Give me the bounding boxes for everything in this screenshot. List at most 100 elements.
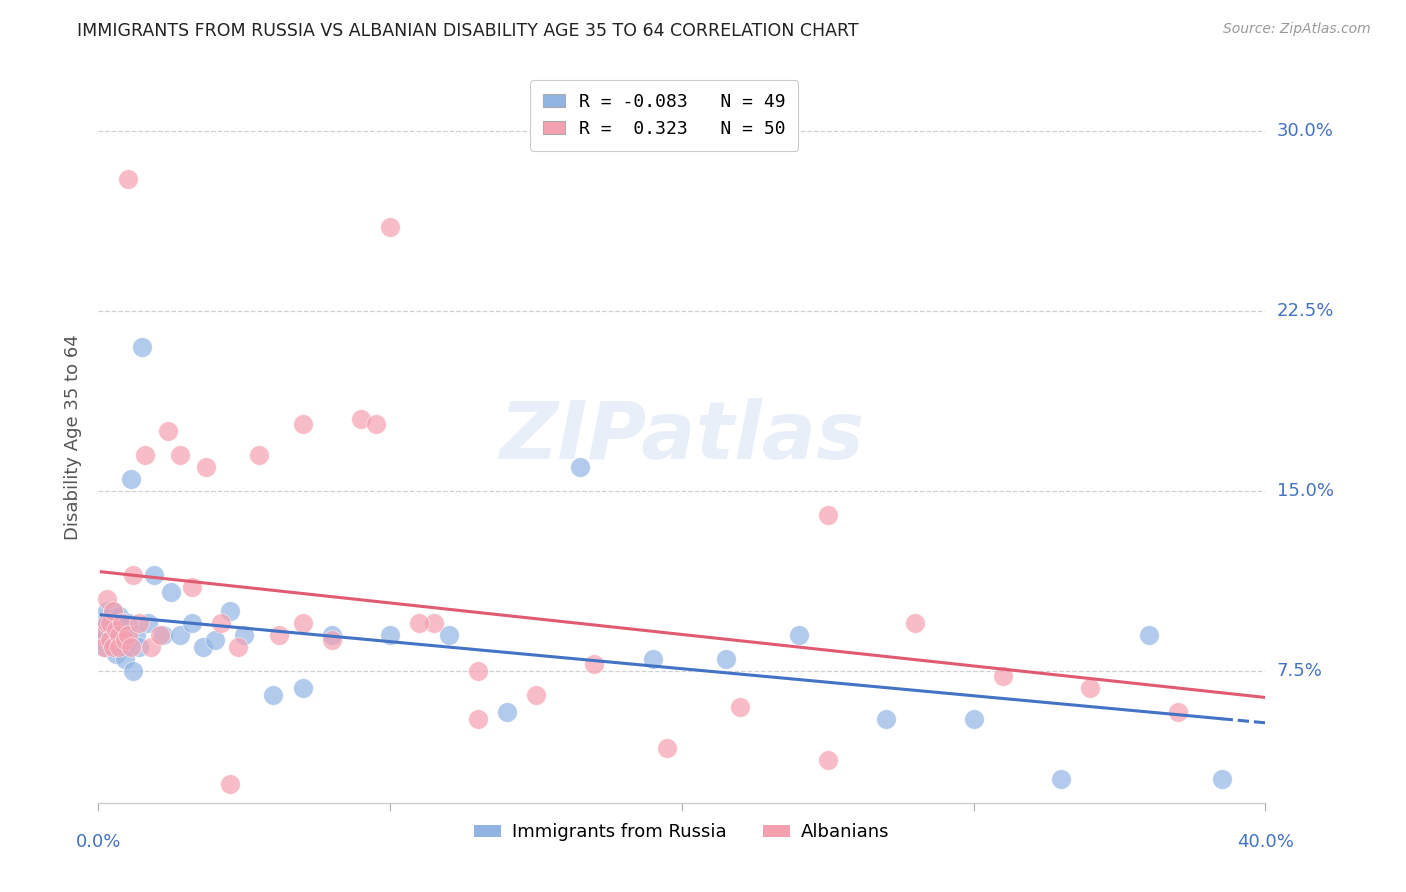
Point xyxy=(169,628,191,642)
Point xyxy=(524,688,547,702)
Point xyxy=(93,615,115,630)
Point xyxy=(136,615,159,630)
Point xyxy=(117,172,139,186)
Point xyxy=(730,699,752,714)
Point xyxy=(291,615,314,630)
Point xyxy=(157,424,180,438)
Text: 7.5%: 7.5% xyxy=(1277,662,1323,680)
Point xyxy=(875,712,897,726)
Point xyxy=(1137,628,1160,642)
Point xyxy=(114,652,136,666)
Point xyxy=(169,448,191,462)
Text: 15.0%: 15.0% xyxy=(1277,482,1333,500)
Point xyxy=(195,460,218,475)
Point xyxy=(152,628,174,642)
Point xyxy=(120,472,142,486)
Point xyxy=(108,632,131,647)
Point xyxy=(218,604,240,618)
Point xyxy=(380,220,402,235)
Text: 30.0%: 30.0% xyxy=(1277,122,1333,140)
Legend: Immigrants from Russia, Albanians: Immigrants from Russia, Albanians xyxy=(467,816,897,848)
Point xyxy=(104,647,127,661)
Point xyxy=(111,615,134,630)
Point xyxy=(364,417,387,431)
Point xyxy=(262,688,284,702)
Point xyxy=(160,584,183,599)
Point xyxy=(90,628,112,642)
Point xyxy=(962,712,984,726)
Point xyxy=(93,640,115,654)
Text: 0.0%: 0.0% xyxy=(76,833,121,851)
Point xyxy=(657,740,679,755)
Point xyxy=(991,669,1014,683)
Text: 22.5%: 22.5% xyxy=(1277,302,1334,320)
Point xyxy=(149,628,172,642)
Point xyxy=(904,615,927,630)
Point xyxy=(321,632,343,647)
Point xyxy=(128,615,150,630)
Point xyxy=(817,508,839,522)
Point xyxy=(1050,772,1073,786)
Point xyxy=(641,652,664,666)
Point xyxy=(380,628,402,642)
Point xyxy=(96,628,118,642)
Point xyxy=(108,628,131,642)
Point xyxy=(114,640,136,654)
Point xyxy=(104,623,127,637)
Point xyxy=(291,417,314,431)
Point xyxy=(209,615,232,630)
Point xyxy=(134,448,156,462)
Point xyxy=(98,632,121,647)
Point xyxy=(787,628,810,642)
Point xyxy=(104,615,127,630)
Point xyxy=(233,628,256,642)
Point xyxy=(423,615,446,630)
Point xyxy=(350,412,373,426)
Point xyxy=(291,681,314,695)
Point xyxy=(96,615,118,630)
Point xyxy=(193,640,215,654)
Point xyxy=(111,615,134,630)
Point xyxy=(128,640,150,654)
Text: IMMIGRANTS FROM RUSSIA VS ALBANIAN DISABILITY AGE 35 TO 64 CORRELATION CHART: IMMIGRANTS FROM RUSSIA VS ALBANIAN DISAB… xyxy=(77,22,859,40)
Point xyxy=(98,632,121,647)
Point xyxy=(101,640,124,654)
Point xyxy=(131,340,153,354)
Point xyxy=(108,608,131,623)
Point xyxy=(1211,772,1233,786)
Point xyxy=(1080,681,1102,695)
Point xyxy=(204,632,226,647)
Y-axis label: Disability Age 35 to 64: Disability Age 35 to 64 xyxy=(63,334,82,540)
Point xyxy=(98,615,121,630)
Point xyxy=(218,776,240,790)
Point xyxy=(321,628,343,642)
Point xyxy=(142,568,165,582)
Point xyxy=(96,591,118,606)
Point xyxy=(467,664,489,678)
Point xyxy=(98,623,121,637)
Point xyxy=(247,448,270,462)
Point xyxy=(1167,705,1189,719)
Point xyxy=(101,604,124,618)
Point xyxy=(714,652,737,666)
Point xyxy=(96,615,118,630)
Point xyxy=(269,628,291,642)
Point xyxy=(467,712,489,726)
Text: Source: ZipAtlas.com: Source: ZipAtlas.com xyxy=(1223,22,1371,37)
Point xyxy=(114,632,136,647)
Point xyxy=(180,615,202,630)
Point xyxy=(125,628,148,642)
Point xyxy=(568,460,591,475)
Point xyxy=(117,628,139,642)
Point xyxy=(139,640,162,654)
Point xyxy=(817,753,839,767)
Point xyxy=(122,664,145,678)
Point xyxy=(96,604,118,618)
Point xyxy=(90,628,112,642)
Text: 40.0%: 40.0% xyxy=(1237,833,1294,851)
Point xyxy=(120,640,142,654)
Point xyxy=(437,628,460,642)
Point xyxy=(180,580,202,594)
Point xyxy=(408,615,430,630)
Text: ZIPatlas: ZIPatlas xyxy=(499,398,865,476)
